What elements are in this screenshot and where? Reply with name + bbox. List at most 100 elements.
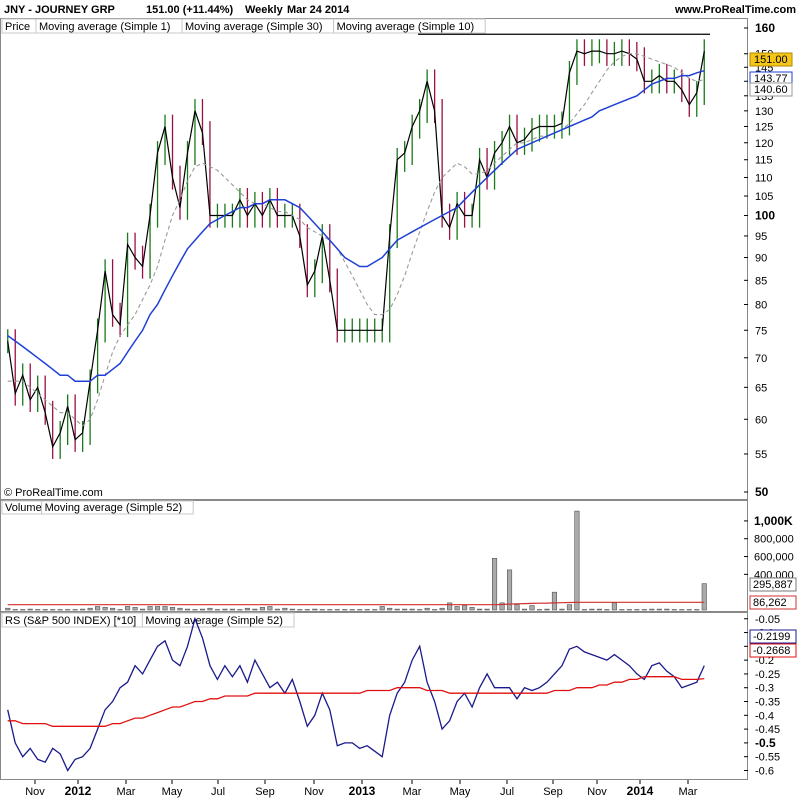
- volume-bar: [559, 608, 565, 611]
- volume-bar: [222, 608, 228, 611]
- volume-bar: [162, 606, 168, 611]
- volume-bar: [619, 609, 625, 611]
- legend-box: [41, 500, 194, 515]
- price-tick-label: 125: [755, 121, 773, 133]
- volume-bar: [679, 609, 685, 611]
- volume-bar: [132, 607, 138, 611]
- volume-bar: [184, 608, 191, 611]
- volume-bar: [432, 609, 438, 611]
- volume-bar: [641, 609, 647, 611]
- price-tick-label: 105: [755, 191, 773, 203]
- legend-entry: Price: [5, 21, 30, 33]
- x-tick-label: May: [162, 786, 183, 798]
- rs-tick-label: -0.6: [755, 765, 774, 777]
- x-tick-label: Jul: [211, 786, 225, 798]
- volume-tick-label: 600,000: [754, 552, 794, 564]
- volume-bar: [566, 604, 572, 611]
- volume-bar: [701, 583, 707, 611]
- legend-entry: Moving average (Simple 1): [39, 21, 170, 33]
- rs-panel[interactable]: [0, 612, 748, 780]
- rs-tag-box: [749, 643, 797, 658]
- price-panel[interactable]: [0, 18, 748, 500]
- volume-bar: [319, 609, 325, 611]
- legend-entry: Moving average (Simple 30): [185, 21, 323, 33]
- volume-bar: [589, 608, 595, 611]
- volume-bar: [42, 609, 48, 611]
- volume-bar: [469, 607, 475, 611]
- volume-bar: [282, 607, 288, 611]
- volume-bar: [372, 609, 378, 611]
- price-tick-label: 80: [755, 300, 767, 312]
- x-tick-label: Mar: [403, 786, 422, 798]
- volume-bar: [671, 609, 677, 611]
- volume-panel[interactable]: [0, 500, 748, 612]
- volume-bar: [117, 609, 123, 611]
- volume-bar: [409, 608, 415, 611]
- volume-bar: [349, 609, 355, 611]
- volume-bar: [95, 606, 101, 611]
- volume-bar: [102, 607, 108, 611]
- volume-bar: [506, 569, 513, 611]
- volume-bar: [327, 609, 333, 611]
- volume-bars: [5, 510, 707, 611]
- volume-bar: [274, 608, 280, 611]
- volume-bar: [297, 609, 303, 611]
- x-tick-label: Sep: [255, 786, 275, 798]
- x-tick-label: 2012: [65, 784, 92, 798]
- volume-bar: [169, 607, 176, 611]
- volume-bar: [551, 591, 558, 611]
- x-tick-label: Nov: [25, 786, 45, 798]
- volume-bar: [521, 608, 528, 611]
- legend-entry: Moving average (Simple 52): [45, 502, 183, 514]
- x-tick-label: 2014: [627, 784, 654, 798]
- volume-bar: [417, 609, 423, 611]
- volume-bar: [72, 609, 78, 611]
- volume-tag-box: [749, 577, 797, 592]
- volume-bar: [424, 607, 430, 611]
- x-tick-label: May: [450, 786, 471, 798]
- volume-bar: [357, 609, 363, 611]
- volume-bar: [199, 608, 206, 611]
- volume-bar: [259, 607, 265, 611]
- header-website[interactable]: www.ProRealTime.com: [674, 4, 796, 16]
- volume-ma-line: [7, 601, 705, 606]
- rs-tick-label: -0.4: [755, 710, 774, 722]
- volume-bar: [50, 609, 56, 611]
- volume-bar: [192, 609, 198, 611]
- volume-bar: [140, 608, 146, 611]
- x-tick-label: Jul: [500, 786, 514, 798]
- header-symbol: JNY - JOURNEY GRP: [4, 4, 115, 16]
- copyright-text: © ProRealTime.com: [4, 487, 103, 499]
- x-tick-label: Mar: [117, 786, 136, 798]
- volume-ma-path: [7, 601, 705, 606]
- volume-bar: [20, 609, 26, 611]
- volume-bar: [664, 608, 670, 611]
- rs-tick-label: -0.2: [755, 655, 774, 667]
- volume-bar: [12, 609, 18, 611]
- volume-bar: [499, 602, 505, 611]
- volume-bar: [394, 608, 400, 611]
- price-tick-label: 85: [755, 275, 767, 287]
- price-tick-label: 130: [755, 106, 773, 118]
- price-tick-label: 160: [755, 21, 775, 35]
- volume-bar: [364, 609, 370, 611]
- header-period: Weekly: [245, 4, 284, 16]
- volume-bar: [462, 605, 468, 611]
- rs-tick-label: -0.3: [755, 683, 774, 695]
- volume-bar: [237, 609, 243, 611]
- rs-tick-label: -0.5: [755, 736, 776, 750]
- series-moving-average-simple-1-: [7, 50, 705, 449]
- price-tick-label: 100: [755, 208, 775, 222]
- volume-bar: [289, 608, 295, 611]
- price-tick-label: 90: [755, 253, 767, 265]
- price-tag: 140.60: [754, 84, 788, 96]
- volume-bar: [596, 608, 602, 611]
- rs-lines: [7, 616, 705, 772]
- volume-bar: [544, 608, 550, 611]
- legend-entry: Moving average (Simple 52): [145, 615, 283, 627]
- x-tick-label: Nov: [304, 786, 324, 798]
- volume-bar: [35, 609, 41, 611]
- volume-bar: [267, 606, 273, 611]
- price-tag-box: [749, 52, 793, 67]
